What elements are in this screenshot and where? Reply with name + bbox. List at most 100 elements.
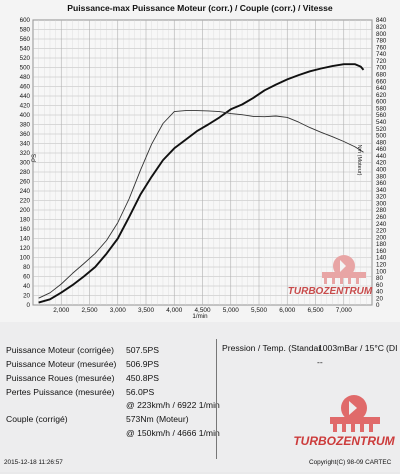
- x-axis-label: 1/min: [192, 313, 208, 320]
- right-tick-label: 140: [376, 255, 387, 262]
- left-tick-label: 200: [20, 207, 31, 214]
- timestamp: 2015-12-18 11:26:57: [4, 459, 63, 466]
- result-value: @ 223km/h / 6922 1/min: [126, 400, 220, 410]
- left-tick-label: 0: [27, 302, 31, 309]
- left-tick-label: 320: [20, 150, 31, 157]
- left-tick-label: 180: [20, 217, 31, 224]
- left-tick-label: 580: [20, 27, 31, 34]
- right-tick-label: 200: [376, 234, 387, 241]
- right-tick-label: 180: [376, 241, 387, 248]
- result-label: Puissance Moteur (mesurée): [6, 359, 117, 369]
- right-tick-label: 660: [376, 78, 387, 85]
- right-tick-label: 440: [376, 153, 387, 160]
- pressure-temp-label: Pression / Temp. (Standar: [222, 343, 322, 353]
- result-value: @ 150km/h / 4666 1/min: [126, 428, 220, 438]
- results-panel: [0, 322, 400, 472]
- chart-grid: [32, 19, 373, 306]
- x-tick-label: 7,000: [336, 307, 352, 314]
- right-tick-label: 300: [376, 200, 387, 207]
- left-tick-label: 120: [20, 245, 31, 252]
- right-tick-label: 60: [376, 282, 383, 289]
- right-tick-label: 380: [376, 173, 387, 180]
- x-tick-label: 2,000: [53, 307, 69, 314]
- right-tick-label: 780: [376, 38, 387, 45]
- chart-title: Puissance-max Puissance Moteur (corr.) /…: [67, 3, 333, 13]
- right-tick-label: 740: [376, 51, 387, 58]
- result-label: Pertes Puissance (mesurée): [6, 387, 115, 397]
- turbozentrum-logo-bottom: TURBOZENTRUM: [293, 395, 396, 448]
- right-tick-label: 560: [376, 112, 387, 119]
- left-tick-label: 400: [20, 112, 31, 119]
- right-tick-label: 160: [376, 248, 387, 255]
- left-tick-label: 300: [20, 160, 31, 167]
- x-tick-label: 6,000: [279, 307, 295, 314]
- left-tick-label: 500: [20, 65, 31, 72]
- left-tick-label: 380: [20, 122, 31, 129]
- right-tick-label: 680: [376, 71, 387, 78]
- left-tick-label: 340: [20, 141, 31, 148]
- power-curve: [38, 63, 365, 304]
- left-tick-label: 600: [20, 17, 31, 24]
- chart-svg: Puissance-max Puissance Moteur (corr.) /…: [20, 3, 387, 320]
- result-value: 506.9PS: [126, 359, 159, 369]
- x-tick-label: 5,000: [223, 307, 239, 314]
- x-tick-label: 3,000: [110, 307, 126, 314]
- left-tick-label: 240: [20, 188, 31, 195]
- dyno-chart: Puissance-max Puissance Moteur (corr.) /…: [0, 0, 400, 325]
- result-value: 507.5PS: [126, 345, 159, 355]
- x-tick-label: 3,500: [138, 307, 154, 314]
- left-tick-label: 160: [20, 226, 31, 233]
- result-label: Couple (corrigé): [6, 414, 68, 424]
- left-tick-label: 440: [20, 93, 31, 100]
- right-tick-label: 800: [376, 31, 387, 38]
- left-tick-label: 80: [23, 264, 30, 271]
- right-tick-label: 120: [376, 261, 387, 268]
- right-tick-label: 400: [376, 166, 387, 173]
- right-tick-label: 40: [376, 289, 383, 296]
- right-tick-label: 420: [376, 160, 387, 167]
- right-tick-label: 760: [376, 44, 387, 51]
- left-axis-label: PS: [32, 154, 38, 162]
- left-tick-label: 540: [20, 46, 31, 53]
- pressure-extra: (DI: [386, 343, 398, 353]
- left-tick-label: 360: [20, 131, 31, 138]
- right-axis-ticks: 0204060801001201401601802002202402602803…: [376, 17, 387, 309]
- right-tick-label: 0: [376, 302, 380, 309]
- right-tick-label: 280: [376, 207, 387, 214]
- logo-wordmark: TURBOZENTRUM: [288, 286, 373, 297]
- left-tick-label: 20: [23, 293, 30, 300]
- right-tick-label: 620: [376, 92, 387, 99]
- right-tick-label: 240: [376, 221, 387, 228]
- left-tick-label: 520: [20, 55, 31, 62]
- right-tick-label: 580: [376, 105, 387, 112]
- right-tick-label: 540: [376, 119, 387, 126]
- logo-wordmark-bottom: TURBOZENTRUM: [293, 434, 395, 448]
- left-tick-label: 560: [20, 36, 31, 43]
- result-label: Puissance Roues (mesurée): [6, 373, 115, 383]
- right-tick-label: 820: [376, 24, 387, 31]
- x-tick-label: 2,500: [82, 307, 98, 314]
- left-tick-label: 60: [23, 274, 30, 281]
- result-label: Puissance Moteur (corrigée): [6, 345, 114, 355]
- right-tick-label: 340: [376, 187, 387, 194]
- right-tick-label: 720: [376, 58, 387, 65]
- torque-curve: [38, 110, 364, 299]
- right-tick-label: 220: [376, 228, 387, 235]
- x-tick-label: 4,500: [195, 307, 211, 314]
- series-layer: [38, 63, 365, 304]
- right-axis-label: Nm (Moteur): [356, 145, 362, 176]
- right-tick-label: 80: [376, 275, 383, 282]
- left-tick-label: 40: [23, 283, 30, 290]
- right-tick-label: 260: [376, 214, 387, 221]
- result-value: 573Nm (Moteur): [126, 414, 189, 424]
- right-tick-label: 320: [376, 194, 387, 201]
- right-tick-label: 20: [376, 295, 383, 302]
- turbozentrum-logo: TURBOZENTRUM: [262, 252, 373, 297]
- right-tick-label: 700: [376, 65, 387, 72]
- right-tick-label: 480: [376, 139, 387, 146]
- right-tick-label: 600: [376, 99, 387, 106]
- pressure-temp-value: 1003mBar / 15°C: [318, 343, 385, 353]
- left-tick-label: 140: [20, 236, 31, 243]
- x-tick-label: 6,500: [308, 307, 324, 314]
- right-tick-label: 840: [376, 17, 387, 24]
